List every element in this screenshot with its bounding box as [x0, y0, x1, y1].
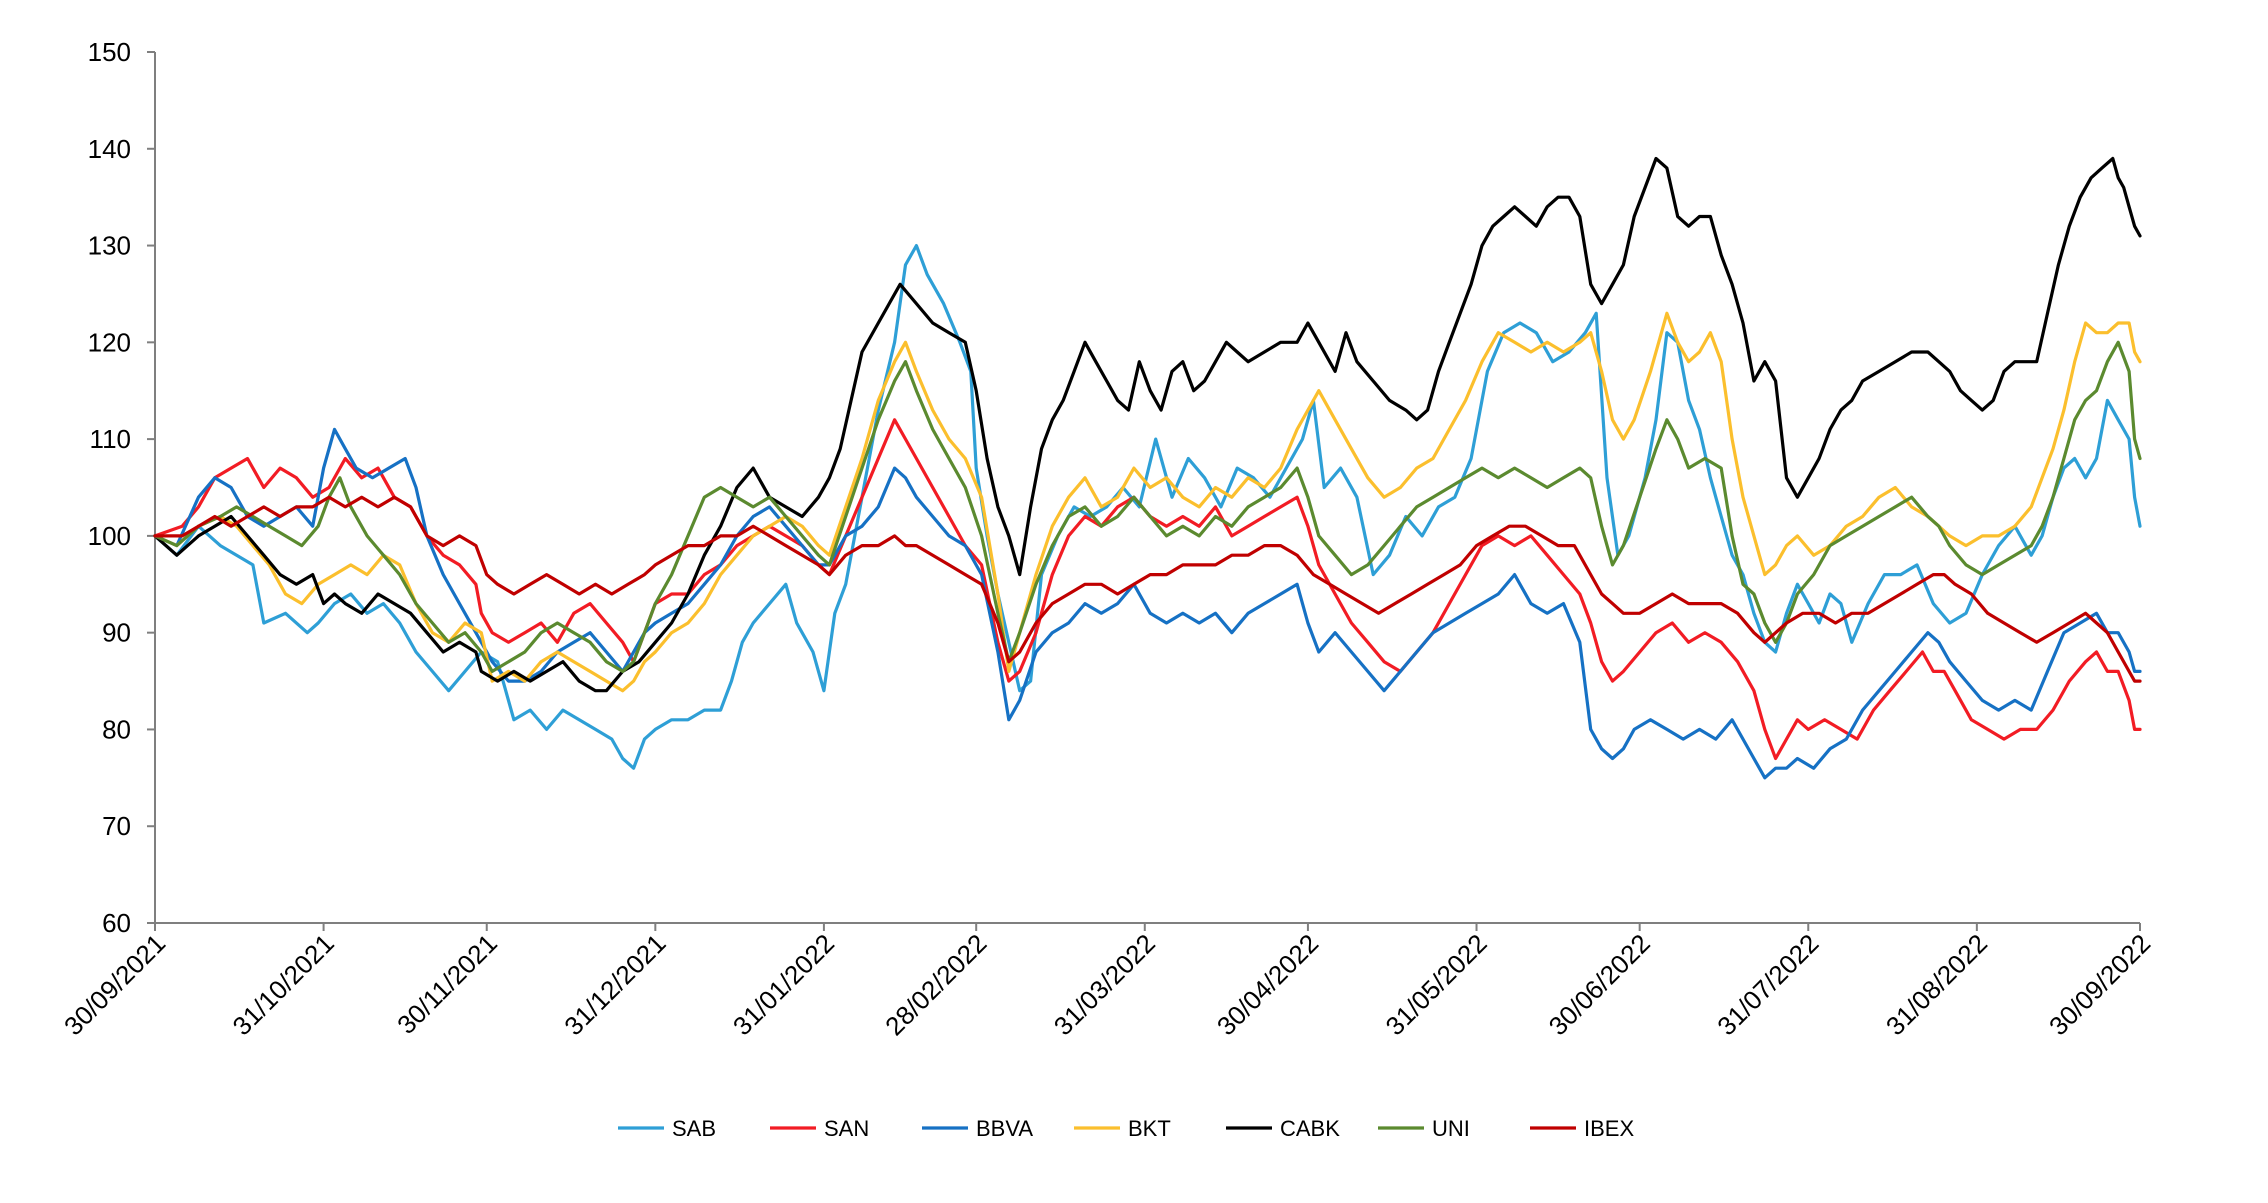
legend-label-cabk: CABK: [1280, 1116, 1340, 1141]
y-tick-label: 150: [88, 37, 131, 67]
x-tick-label: 30/09/2021: [58, 928, 171, 1041]
y-tick-label: 80: [102, 714, 131, 744]
series-line-uni: [153, 340, 2142, 673]
chart-legend: SAB SAN BBVA BKT CABK UNI IBEX: [618, 1116, 1634, 1141]
series-line-bkt: [153, 311, 2142, 693]
x-tick-label: 31/08/2022: [1880, 928, 1993, 1041]
y-tick-label: 140: [88, 134, 131, 164]
series-line-cabk: [153, 156, 2142, 693]
y-tick-label: 130: [88, 231, 131, 261]
x-tick-label: 30/11/2021: [391, 928, 503, 1040]
x-tick-label: 28/02/2022: [879, 928, 992, 1041]
y-tick-label: 120: [88, 327, 131, 357]
x-tick-label: 31/07/2022: [1711, 928, 1824, 1041]
x-tick-label: 31/12/2021: [558, 928, 671, 1041]
x-tick-label: 31/03/2022: [1048, 928, 1161, 1041]
x-tick-label: 31/01/2022: [727, 928, 840, 1041]
legend-label-bbva: BBVA: [976, 1116, 1033, 1141]
y-tick-label: 60: [102, 908, 131, 938]
legend-label-uni: UNI: [1432, 1116, 1470, 1141]
legend-label-bkt: BKT: [1128, 1116, 1171, 1141]
x-tick-label: 31/05/2022: [1380, 928, 1493, 1041]
y-tick-label: 110: [90, 424, 131, 454]
series-line-ibex: [153, 495, 2142, 683]
chart-series: [153, 156, 2142, 780]
legend-label-san: SAN: [824, 1116, 869, 1141]
y-tick-label: 70: [102, 811, 131, 841]
series-line-sab: [153, 244, 2142, 770]
x-tick-label: 31/10/2021: [227, 928, 340, 1041]
series-line-san: [153, 418, 2142, 761]
x-tick-label: 30/06/2022: [1543, 928, 1656, 1041]
legend-label-sab: SAB: [672, 1116, 716, 1141]
legend-label-ibex: IBEX: [1584, 1116, 1634, 1141]
y-tick-label: 100: [88, 521, 131, 551]
series-line-bbva: [153, 427, 2142, 780]
x-tick-label: 30/04/2022: [1211, 928, 1324, 1041]
x-tick-label: 30/09/2022: [2043, 928, 2156, 1041]
y-tick-label: 90: [102, 618, 131, 648]
